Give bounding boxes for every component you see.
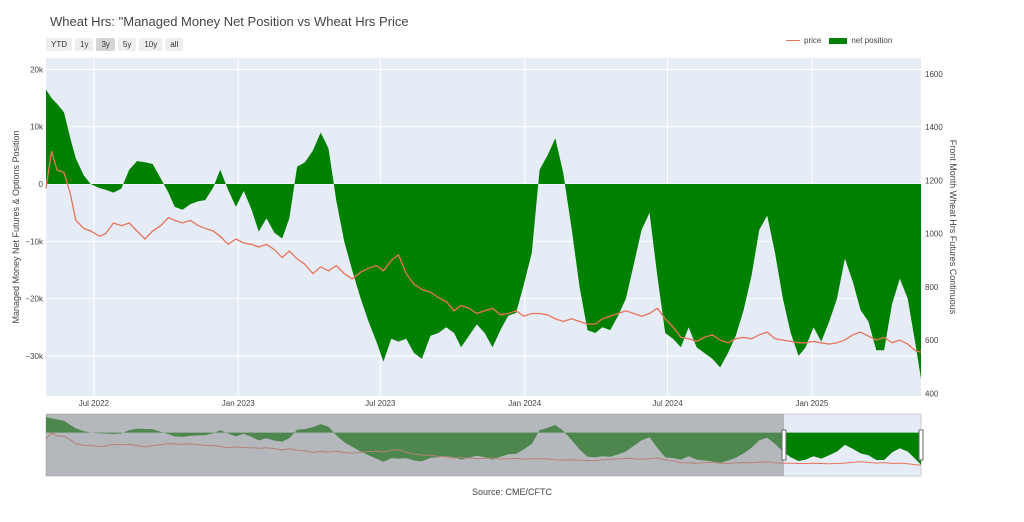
y2-tick-label: 400 (925, 389, 939, 398)
source-note: Source: CME/CFTC (471, 487, 552, 497)
y2-axis-title: Front Month Wheat Hrs Futures Continuous (948, 140, 958, 315)
legend-item-net-position[interactable]: net position (829, 36, 892, 45)
x-tick-label: Jul 2022 (79, 399, 110, 408)
range-button-1y[interactable]: 1y (75, 38, 94, 51)
y-tick-label: −10k (25, 237, 44, 246)
range-selector: YTD 1y 3y 5y 10y all (46, 38, 184, 51)
chart-title: Wheat Hrs: "Managed Money Net Position v… (50, 14, 409, 29)
navigator-right-handle[interactable] (918, 429, 924, 461)
y2-tick-label: 1000 (925, 230, 943, 239)
x-tick-label: Jan 2024 (508, 399, 541, 408)
x-tick-label: Jan 2023 (222, 399, 255, 408)
navigator-left-handle[interactable] (781, 429, 787, 461)
price-swatch (786, 40, 800, 41)
net-position-area (46, 89, 921, 379)
navigator-unselected-shade (46, 414, 784, 476)
legend-label-net-position: net position (851, 36, 893, 45)
y-tick-label: −20k (25, 295, 44, 304)
range-button-all[interactable]: all (165, 38, 184, 51)
legend-item-price[interactable]: price (786, 36, 821, 45)
y-axis-title: Managed Money Net Futures & Options Posi… (11, 130, 21, 323)
legend-label-price: price (804, 36, 822, 45)
x-tick-label: Jan 2025 (795, 399, 828, 408)
y2-tick-label: 1400 (925, 123, 943, 132)
y-tick-label: 10k (30, 123, 44, 132)
range-button-5y[interactable]: 5y (117, 38, 137, 51)
x-tick-label: Jul 2024 (652, 399, 683, 408)
y2-tick-label: 600 (925, 336, 939, 345)
y-tick-label: 20k (30, 65, 44, 74)
y-tick-label: −30k (25, 352, 44, 361)
y2-tick-label: 800 (925, 283, 939, 292)
y-tick-label: 0 (39, 180, 44, 189)
range-button-3y[interactable]: 3y (96, 38, 115, 51)
y2-tick-label: 1200 (925, 176, 943, 185)
legend: price net position (786, 36, 892, 45)
y2-tick-label: 1600 (925, 70, 943, 79)
x-tick-label: Jul 2023 (365, 399, 396, 408)
range-navigator[interactable] (45, 413, 924, 477)
net-position-swatch (829, 37, 848, 44)
range-button-ytd[interactable]: YTD (46, 38, 72, 51)
price-line (45, 150, 922, 353)
range-button-10y[interactable]: 10y (139, 38, 163, 51)
